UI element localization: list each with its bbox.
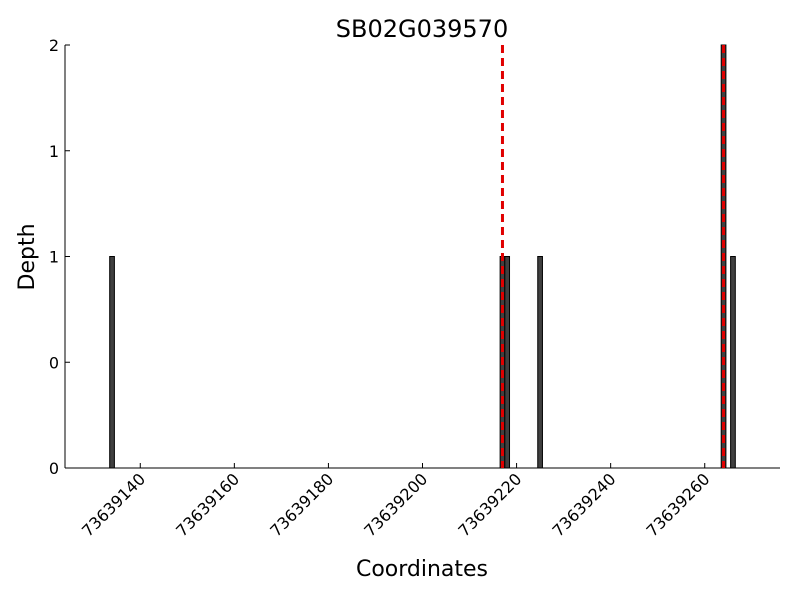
bar xyxy=(109,256,115,469)
x-tick-label: 73639220 xyxy=(454,469,525,540)
bar xyxy=(504,256,511,469)
x-tick-label: 73639260 xyxy=(643,469,714,540)
y-axis-label: Depth xyxy=(15,223,40,290)
bar xyxy=(730,256,736,469)
x-tick-label: 73639180 xyxy=(266,469,337,540)
x-tick-label: 73639160 xyxy=(172,469,243,540)
x-axis-label: Coordinates xyxy=(356,557,488,582)
x-tick-label: 73639240 xyxy=(548,469,619,540)
chart-title: SB02G039570 xyxy=(336,15,508,43)
y-tick-label: 0 xyxy=(49,459,59,478)
y-tick-label: 2 xyxy=(49,36,59,55)
y-tick-label: 1 xyxy=(49,142,59,161)
bar xyxy=(537,256,543,469)
x-tick-label: 73639200 xyxy=(360,469,431,540)
y-tick-label: 0 xyxy=(49,353,59,372)
x-tick-label: 73639140 xyxy=(78,469,149,540)
y-tick-label: 1 xyxy=(49,248,59,267)
